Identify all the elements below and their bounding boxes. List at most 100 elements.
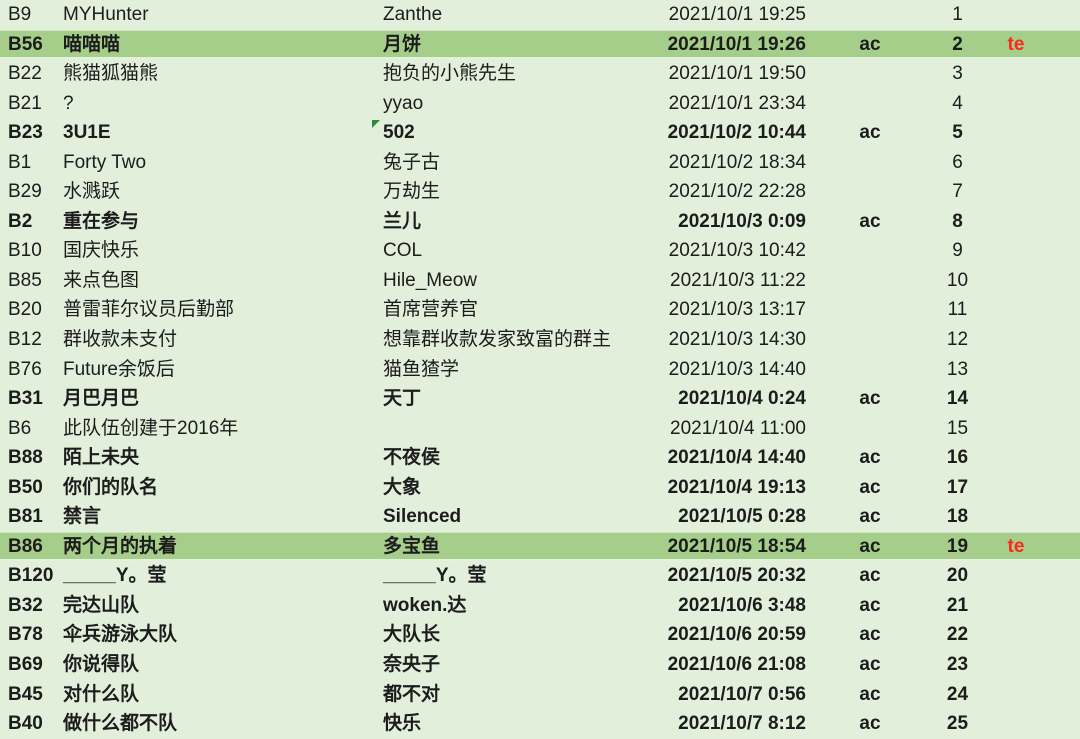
cell-person-name[interactable]: 不夜侯 bbox=[372, 443, 620, 473]
cell-row-number[interactable]: 7 bbox=[952, 181, 963, 203]
cell-ac-flag[interactable] bbox=[810, 355, 930, 385]
cell-team-id[interactable]: B9 bbox=[8, 4, 32, 25]
cell-te-flag[interactable] bbox=[985, 443, 1047, 473]
cell-datetime[interactable]: 2021/10/3 14:30 bbox=[668, 329, 806, 351]
cell-datetime[interactable]: 2021/10/6 3:48 bbox=[678, 594, 806, 616]
cell-ac-flag[interactable] bbox=[810, 177, 930, 207]
cell-datetime[interactable]: 2021/10/7 0:56 bbox=[678, 683, 806, 705]
cell-datetime[interactable]: 2021/10/4 19:13 bbox=[667, 476, 806, 498]
cell-team-name[interactable]: 国庆快乐 bbox=[63, 240, 140, 262]
cell-ac-flag[interactable] bbox=[810, 89, 930, 119]
cell-te-flag[interactable] bbox=[985, 473, 1047, 503]
cell-person-name[interactable]: _____Y。莹 bbox=[372, 561, 620, 591]
cell-te-flag[interactable] bbox=[985, 620, 1047, 650]
cell-person-name[interactable] bbox=[372, 414, 620, 444]
cell-row-number[interactable]: 20 bbox=[946, 565, 969, 587]
cell-row-number[interactable]: 4 bbox=[952, 92, 963, 114]
cell-team-name[interactable]: 群收款未支付 bbox=[63, 329, 178, 351]
cell-row-number[interactable]: 10 bbox=[946, 269, 969, 291]
cell-ac-flag[interactable] bbox=[810, 0, 930, 30]
cell-team-id[interactable]: B22 bbox=[8, 63, 42, 85]
cell-person-name[interactable]: 万劫生 bbox=[372, 177, 620, 207]
cell-ac-flag[interactable]: ac bbox=[859, 624, 881, 646]
cell-team-name[interactable]: 熊猫狐猫熊 bbox=[63, 63, 159, 85]
cell-te-flag[interactable] bbox=[985, 118, 1047, 148]
cell-team-id[interactable]: B32 bbox=[8, 594, 43, 616]
cell-team-id[interactable]: B50 bbox=[8, 476, 43, 498]
cell-person-name[interactable]: 抱负的小熊先生 bbox=[372, 59, 620, 89]
cell-row-number[interactable]: 25 bbox=[946, 713, 969, 735]
cell-ac-flag[interactable]: ac bbox=[859, 535, 881, 557]
cell-person-name[interactable]: 都不对 bbox=[372, 680, 620, 710]
cell-ac-flag[interactable] bbox=[810, 236, 930, 266]
cell-team-id[interactable]: B120 bbox=[8, 565, 54, 587]
cell-team-name[interactable]: 完达山队 bbox=[63, 594, 140, 616]
cell-datetime[interactable]: 2021/10/1 19:26 bbox=[667, 33, 806, 55]
cell-ac-flag[interactable]: ac bbox=[859, 654, 881, 676]
cell-datetime[interactable]: 2021/10/2 18:34 bbox=[668, 151, 806, 173]
cell-te-flag[interactable] bbox=[985, 295, 1047, 325]
cell-row-number[interactable]: 23 bbox=[946, 654, 969, 676]
cell-ac-flag[interactable]: ac bbox=[859, 565, 881, 587]
cell-row-number[interactable]: 24 bbox=[946, 683, 969, 705]
cell-person-name[interactable]: 月饼 bbox=[372, 30, 620, 60]
cell-person-name[interactable]: COL bbox=[372, 236, 620, 266]
cell-person-name[interactable]: woken.达 bbox=[372, 591, 620, 621]
cell-datetime[interactable]: 2021/10/2 22:28 bbox=[668, 181, 806, 203]
cell-team-id[interactable]: B12 bbox=[8, 329, 42, 351]
cell-te-flag[interactable] bbox=[985, 650, 1047, 680]
cell-ac-flag[interactable]: ac bbox=[859, 476, 881, 498]
cell-datetime[interactable]: 2021/10/6 20:59 bbox=[667, 624, 806, 646]
cell-te-flag[interactable] bbox=[985, 207, 1047, 237]
cell-row-number[interactable]: 6 bbox=[952, 151, 963, 173]
cell-team-name[interactable]: 此队伍创建于2016年 bbox=[63, 417, 239, 439]
cell-team-name[interactable]: 普雷菲尔议员后勤部 bbox=[63, 299, 235, 321]
cell-row-number[interactable]: 22 bbox=[946, 624, 969, 646]
cell-te-flag[interactable] bbox=[985, 591, 1047, 621]
cell-person-name[interactable]: Silenced bbox=[372, 502, 620, 532]
cell-datetime[interactable]: 2021/10/5 18:54 bbox=[667, 535, 806, 557]
cell-team-id[interactable]: B40 bbox=[8, 713, 43, 735]
cell-team-name[interactable]: 你说得队 bbox=[63, 654, 140, 676]
cell-row-number[interactable]: 21 bbox=[946, 594, 969, 616]
cell-team-name[interactable]: 伞兵游泳大队 bbox=[63, 624, 178, 646]
cell-te-flag[interactable] bbox=[985, 709, 1047, 739]
cell-te-flag[interactable] bbox=[985, 266, 1047, 296]
cell-team-name[interactable]: 水溅跃 bbox=[63, 181, 121, 203]
cell-te-flag[interactable] bbox=[985, 325, 1047, 355]
cell-team-id[interactable]: B78 bbox=[8, 624, 43, 646]
cell-team-id[interactable]: B45 bbox=[8, 683, 43, 705]
cell-team-name[interactable]: 禁言 bbox=[63, 506, 102, 528]
cell-person-name[interactable]: 兰儿 bbox=[372, 207, 620, 237]
cell-datetime[interactable]: 2021/10/6 21:08 bbox=[667, 654, 806, 676]
cell-datetime[interactable]: 2021/10/7 8:12 bbox=[678, 713, 806, 735]
cell-row-number[interactable]: 13 bbox=[946, 358, 969, 380]
cell-ac-flag[interactable] bbox=[810, 148, 930, 178]
cell-team-id[interactable]: B76 bbox=[8, 358, 42, 380]
cell-team-name[interactable]: MYHunter bbox=[63, 4, 149, 25]
cell-datetime[interactable]: 2021/10/3 10:42 bbox=[668, 240, 806, 262]
cell-ac-flag[interactable]: ac bbox=[859, 447, 881, 469]
cell-ac-flag[interactable]: ac bbox=[859, 122, 881, 144]
cell-person-name[interactable]: 想靠群收款发家致富的群主 bbox=[372, 325, 620, 355]
cell-ac-flag[interactable]: ac bbox=[859, 713, 881, 735]
cell-person-name[interactable]: yyao bbox=[372, 89, 620, 119]
cell-team-name[interactable]: _____Y。莹 bbox=[63, 565, 167, 587]
cell-person-name[interactable]: 天丁 bbox=[372, 384, 620, 414]
cell-row-number[interactable]: 3 bbox=[952, 63, 963, 85]
cell-datetime[interactable]: 2021/10/1 19:50 bbox=[668, 63, 806, 85]
cell-ac-flag[interactable] bbox=[810, 414, 930, 444]
cell-row-number[interactable]: 5 bbox=[952, 122, 963, 144]
cell-datetime[interactable]: 2021/10/4 11:00 bbox=[670, 417, 806, 439]
cell-datetime[interactable]: 2021/10/5 0:28 bbox=[678, 506, 806, 528]
cell-ac-flag[interactable]: ac bbox=[859, 594, 881, 616]
cell-ac-flag[interactable]: ac bbox=[859, 210, 881, 232]
cell-team-name[interactable]: 来点色图 bbox=[63, 269, 140, 291]
cell-row-number[interactable]: 9 bbox=[952, 240, 963, 262]
cell-datetime[interactable]: 2021/10/3 14:40 bbox=[668, 358, 806, 380]
cell-datetime[interactable]: 2021/10/3 13:17 bbox=[668, 299, 806, 321]
cell-person-name[interactable]: Zanthe bbox=[372, 0, 620, 30]
cell-datetime[interactable]: 2021/10/5 20:32 bbox=[667, 565, 806, 587]
cell-row-number[interactable]: 19 bbox=[946, 535, 969, 557]
cell-team-name[interactable]: 喵喵喵 bbox=[63, 33, 121, 55]
